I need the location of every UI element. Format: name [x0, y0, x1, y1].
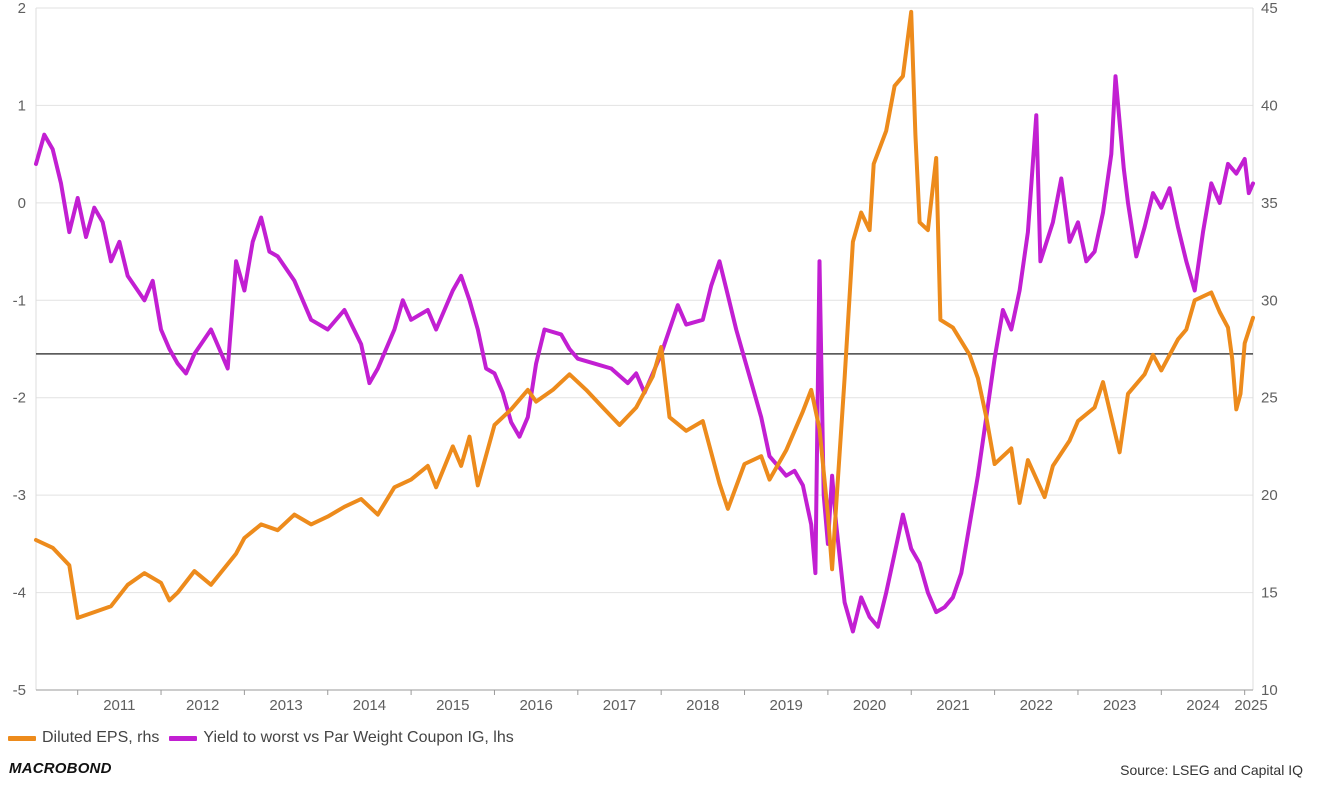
x-tick-label: 2023 [1103, 697, 1136, 714]
left-tick-label: -5 [13, 682, 26, 699]
right-tick-label: 25 [1261, 390, 1278, 407]
series-line-diluted-eps [34, 9, 1255, 620]
left-tick-label: -2 [13, 390, 26, 407]
legend-item-eps: Diluted EPS, rhs [8, 729, 159, 747]
right-tick-label: 35 [1261, 195, 1278, 212]
source-note: Source: LSEG and Capital IQ [1120, 762, 1303, 778]
x-tick-label: 2012 [186, 697, 219, 714]
legend-swatch-eps [8, 735, 36, 741]
x-tick-label: 2022 [1020, 697, 1053, 714]
x-tick-label: 2021 [936, 697, 969, 714]
x-tick-label: 2016 [519, 697, 552, 714]
left-tick-label: -4 [13, 585, 26, 602]
x-tick-label: 2014 [353, 697, 386, 714]
legend-swatch-ytw [169, 735, 198, 741]
left-tick-label: 2 [18, 0, 26, 17]
right-tick-label: 15 [1261, 585, 1278, 602]
legend-item-ytw: Yield to worst vs Par Weight Coupon IG, … [169, 729, 514, 747]
x-tick-label: 2025 [1234, 697, 1267, 714]
legend: Diluted EPS, rhs Yield to worst vs Par W… [8, 729, 524, 747]
x-tick-label: 2015 [436, 697, 469, 714]
right-tick-label: 10 [1261, 682, 1278, 699]
left-tick-label: 0 [18, 195, 26, 212]
x-tick-label: 2017 [603, 697, 636, 714]
left-tick-label: 1 [18, 97, 26, 114]
right-axis: 45 40 35 30 25 20 15 10 [1261, 0, 1278, 699]
right-tick-label: 20 [1261, 487, 1278, 504]
right-tick-label: 40 [1261, 97, 1278, 114]
gridlines [35, 7, 1254, 691]
x-tick-label: 2024 [1186, 697, 1219, 714]
legend-label-eps: Diluted EPS, rhs [42, 729, 160, 746]
series-line-yield-to-worst [34, 74, 1255, 634]
left-tick-label: -3 [13, 487, 26, 504]
x-axis: 2011 2012 2013 2014 2015 2016 2017 2018 2019 2020… [36, 689, 1268, 714]
x-tick-label: 2013 [269, 697, 302, 714]
x-tick-label: 2018 [686, 697, 719, 714]
legend-label-ytw: Yield to worst vs Par Weight Coupon IG, … [203, 729, 514, 746]
right-tick-label: 30 [1261, 292, 1278, 309]
left-axis: 2 1 0 -1 -2 -3 -4 -5 [13, 0, 26, 699]
x-tick-label: 2019 [770, 697, 803, 714]
series-group [34, 9, 1255, 634]
left-tick-label: -1 [13, 292, 26, 309]
right-tick-label: 45 [1261, 0, 1278, 17]
macrobond-logo: MACROBOND [9, 760, 112, 777]
x-tick-label: 2011 [103, 697, 135, 714]
x-tick-label: 2020 [853, 697, 886, 714]
